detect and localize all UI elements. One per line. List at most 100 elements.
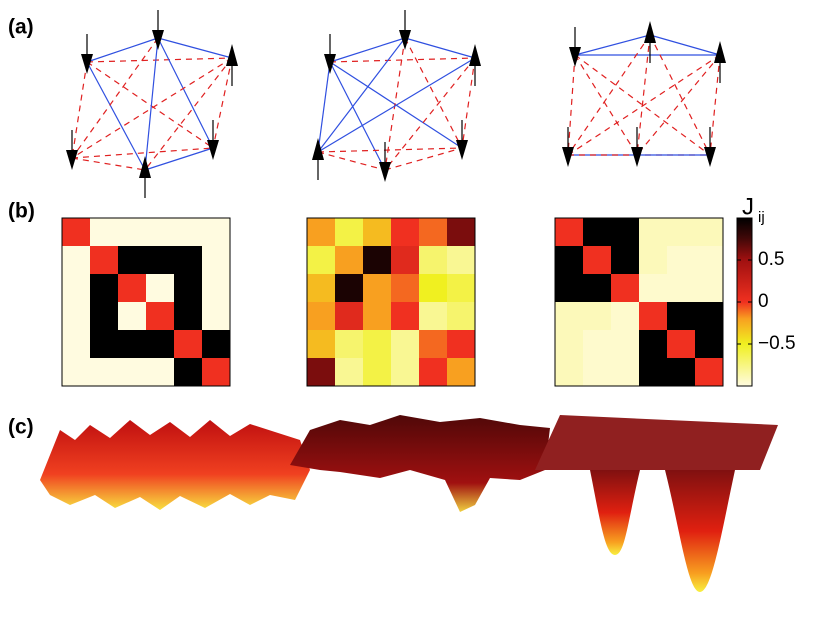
heatmap-cell bbox=[335, 274, 364, 303]
heatmap-cell bbox=[695, 302, 724, 331]
coupling-ferro bbox=[86, 61, 146, 171]
heatmap-cell bbox=[335, 246, 364, 275]
heatmap-cell bbox=[363, 218, 392, 247]
heatmap-cell bbox=[419, 274, 448, 303]
coupling-ferro bbox=[317, 61, 331, 153]
coupling-antiferro bbox=[461, 57, 476, 149]
coupling-ferro bbox=[649, 34, 721, 56]
heatmap-frame bbox=[306, 217, 476, 387]
heatmap-cell bbox=[555, 246, 584, 275]
heatmap-frame bbox=[61, 217, 231, 387]
coupling-ferro bbox=[574, 34, 651, 56]
heatmap-cell bbox=[202, 302, 231, 331]
heatmap-cell bbox=[202, 246, 231, 275]
spin-head bbox=[631, 147, 643, 167]
spin-head bbox=[379, 162, 391, 182]
coupling-ferro bbox=[157, 37, 233, 59]
colorbar-title: J bbox=[742, 193, 754, 220]
coupling-antiferro bbox=[212, 57, 233, 149]
spin-head bbox=[704, 147, 716, 167]
heatmap-cell bbox=[335, 218, 364, 247]
heatmap-cell bbox=[146, 302, 175, 331]
coupling-antiferro bbox=[71, 61, 88, 159]
heatmap-cell bbox=[146, 330, 175, 359]
spin-head bbox=[312, 138, 324, 160]
spin-head bbox=[569, 47, 581, 67]
heatmap-cell bbox=[174, 302, 203, 331]
coupling-antiferro bbox=[71, 37, 159, 159]
heatmap-cell bbox=[62, 218, 91, 247]
heatmap-cell bbox=[307, 218, 336, 247]
coupling-antiferro bbox=[86, 57, 233, 63]
spin-head bbox=[139, 156, 151, 178]
heatmap-cell bbox=[611, 330, 640, 359]
heatmap-cell bbox=[667, 358, 696, 387]
heatmap-cell bbox=[363, 302, 392, 331]
colorbar-subscript: ij bbox=[758, 209, 765, 226]
heatmap-cell bbox=[555, 218, 584, 247]
heatmap-cell bbox=[307, 246, 336, 275]
heatmap-cell bbox=[695, 246, 724, 275]
coupling-antiferro bbox=[144, 57, 233, 171]
heatmap-cell bbox=[90, 330, 119, 359]
coupling-antiferro bbox=[329, 57, 476, 63]
surfaces bbox=[40, 415, 778, 592]
spin-head bbox=[324, 54, 336, 74]
heatmap-cell bbox=[639, 274, 668, 303]
coupling-antiferro bbox=[636, 34, 651, 156]
coupling-ferro bbox=[86, 37, 159, 63]
colorbar-tick-label: −0.5 bbox=[758, 333, 796, 354]
heatmap-cell bbox=[391, 246, 420, 275]
colorbar-tick-label: 0 bbox=[758, 291, 769, 312]
heatmap-cell bbox=[118, 218, 147, 247]
heatmap-cell bbox=[583, 274, 612, 303]
heatmap-cell bbox=[667, 330, 696, 359]
coupling-antiferro bbox=[567, 54, 576, 156]
heatmap-cell bbox=[419, 358, 448, 387]
heatmap-cell bbox=[611, 246, 640, 275]
coupling-ferro bbox=[317, 37, 406, 153]
heatmap-cell bbox=[447, 330, 476, 359]
coupling-antiferro bbox=[384, 147, 463, 171]
coupling-ferro bbox=[329, 61, 386, 171]
coupling-antiferro bbox=[71, 157, 146, 171]
heatmap-cell bbox=[611, 302, 640, 331]
heatmap-cell bbox=[118, 330, 147, 359]
heatmap-cell bbox=[307, 358, 336, 387]
heatmap-cell bbox=[391, 218, 420, 247]
heatmap-cell bbox=[146, 246, 175, 275]
coupling-ferro bbox=[317, 57, 476, 153]
heatmap-cell bbox=[583, 218, 612, 247]
coupling-antiferro bbox=[384, 57, 476, 171]
spin-head bbox=[81, 54, 93, 74]
heatmap-cell bbox=[363, 274, 392, 303]
heatmap-cell bbox=[174, 330, 203, 359]
surface-well bbox=[665, 470, 735, 592]
heatmap-cell bbox=[639, 358, 668, 387]
spin-diagrams bbox=[66, 10, 726, 198]
coupling-ferro bbox=[144, 147, 214, 171]
heatmap-cell bbox=[307, 330, 336, 359]
heatmap-cell bbox=[363, 330, 392, 359]
coupling-ferro bbox=[404, 37, 476, 59]
heatmap-cell bbox=[391, 274, 420, 303]
heatmap-cell bbox=[583, 330, 612, 359]
coupling-antiferro bbox=[567, 54, 721, 156]
heatmap-cell bbox=[639, 218, 668, 247]
heatmap-cell bbox=[335, 330, 364, 359]
heatmap-cell bbox=[695, 330, 724, 359]
heatmap-cell bbox=[667, 218, 696, 247]
colorbar-tick-label: 0.5 bbox=[758, 249, 784, 270]
spin-head bbox=[207, 140, 219, 160]
coupling-antiferro bbox=[71, 147, 214, 159]
heatmap-cell bbox=[555, 274, 584, 303]
heatmap-frame bbox=[554, 217, 724, 387]
heatmap-cell bbox=[555, 358, 584, 387]
heatmap-cell bbox=[611, 358, 640, 387]
heatmap-cell bbox=[62, 274, 91, 303]
heatmap-cell bbox=[62, 246, 91, 275]
heatmap-cell bbox=[174, 218, 203, 247]
surface bbox=[290, 415, 550, 512]
